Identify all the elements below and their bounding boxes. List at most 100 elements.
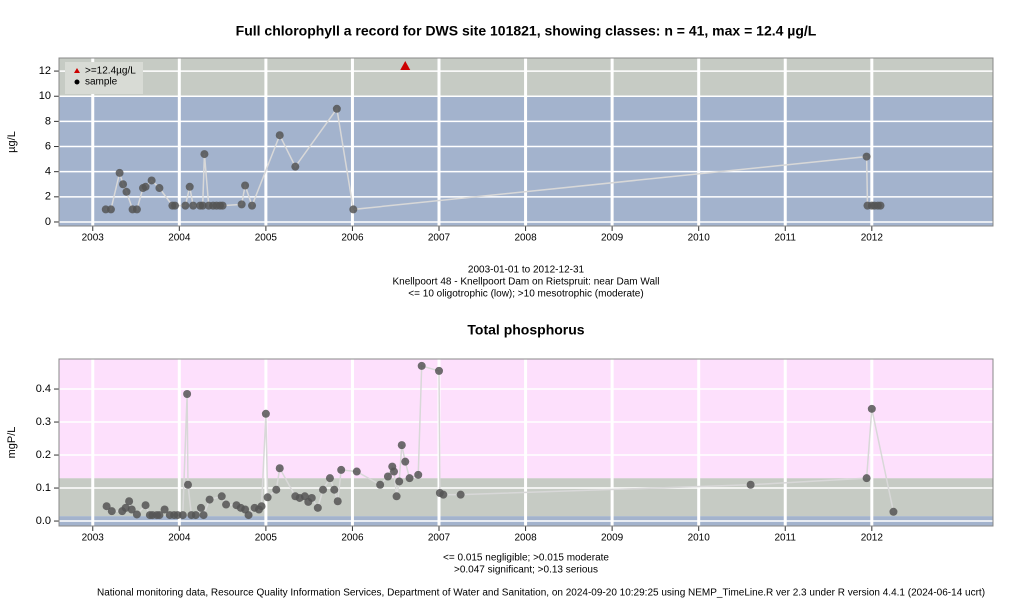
y-tick-label: 4 [45, 166, 51, 178]
point [244, 511, 253, 520]
y-tick-label: 2 [45, 191, 51, 203]
point [401, 457, 410, 466]
point [307, 493, 316, 502]
point [889, 507, 898, 516]
point [392, 492, 401, 501]
point [107, 507, 116, 516]
point [261, 409, 270, 418]
point [183, 480, 192, 489]
x-tick-label: 2010 [688, 233, 711, 244]
y-axis-label: mgP/L [6, 427, 18, 459]
chart-title: Full chlorophyll a record for DWS site 1… [236, 23, 817, 39]
note: 2003-01-01 to 2012-12-31 [468, 265, 585, 276]
point [248, 201, 257, 210]
point [160, 505, 169, 514]
x-tick-label: 2007 [428, 533, 451, 544]
point [263, 493, 272, 502]
point [119, 180, 128, 189]
y-axis-label: µg/L [6, 131, 18, 153]
point [121, 503, 130, 512]
point [862, 474, 871, 483]
point [275, 464, 284, 473]
y-tick-label: 0.3 [36, 416, 51, 428]
legend-box [65, 62, 143, 94]
point [141, 182, 150, 191]
point [132, 205, 141, 214]
point [319, 485, 328, 494]
x-tick-label: 2008 [514, 233, 537, 244]
point [155, 511, 164, 520]
point [257, 502, 266, 511]
y-tick-label: 0.1 [36, 482, 51, 494]
legend-marker [74, 79, 80, 85]
point [185, 182, 194, 191]
point [147, 176, 156, 185]
y-tick-label: 0.2 [36, 449, 51, 461]
point [217, 492, 226, 501]
point [275, 131, 284, 140]
point [414, 470, 423, 479]
y-tick-label: 10 [39, 90, 51, 102]
x-tick-label: 2009 [601, 533, 624, 544]
x-tick-label: 2003 [82, 533, 105, 544]
y-tick-label: 6 [45, 140, 51, 152]
x-tick-label: 2006 [341, 233, 364, 244]
point [383, 472, 392, 481]
x-tick-label: 2012 [861, 533, 884, 544]
note: Knellpoort 48 - Knellpoort Dam on Rietsp… [393, 277, 660, 288]
point [141, 501, 150, 510]
point [191, 511, 200, 520]
x-tick-label: 2009 [601, 233, 624, 244]
x-tick-label: 2005 [255, 233, 278, 244]
point [439, 490, 448, 499]
x-tick-label: 2003 [82, 233, 105, 244]
y-tick-label: 0.0 [36, 515, 51, 527]
point [115, 168, 124, 177]
point [330, 485, 339, 494]
point [237, 200, 246, 209]
point [205, 495, 214, 504]
legend-label: >=12.4µg/L [85, 66, 136, 77]
x-tick-label: 2005 [255, 533, 278, 544]
point [189, 201, 198, 210]
point [178, 511, 187, 520]
point [181, 201, 190, 210]
x-tick-label: 2010 [688, 533, 711, 544]
y-tick-label: 0 [45, 216, 51, 228]
point [132, 510, 141, 519]
point [395, 477, 404, 486]
point [456, 490, 465, 499]
point [746, 480, 755, 489]
point [272, 485, 281, 494]
chart-title: Total phosphorus [467, 322, 584, 338]
point [376, 480, 385, 489]
point [106, 205, 115, 214]
point [337, 465, 346, 474]
point [183, 389, 192, 398]
point [405, 474, 414, 483]
note: >0.047 significant; >0.13 serious [454, 565, 598, 576]
plot-frame [58, 57, 994, 227]
point [241, 181, 250, 190]
legend-item: >=12.4µg/L [74, 66, 136, 77]
x-tick-label: 2006 [341, 533, 364, 544]
y-tick-label: 12 [39, 65, 51, 77]
y-tick-label: 8 [45, 115, 51, 127]
point [435, 366, 444, 375]
legend-item: sample [74, 77, 118, 88]
point [170, 201, 179, 210]
footer: National monitoring data, Resource Quali… [97, 588, 985, 599]
x-tick-label: 2008 [514, 533, 537, 544]
point [218, 201, 227, 210]
note: <= 10 oligotrophic (low); >10 mesotrophi… [408, 289, 643, 300]
point [417, 361, 426, 370]
x-tick-label: 2007 [428, 233, 451, 244]
x-tick-label: 2012 [861, 233, 884, 244]
point [313, 503, 322, 512]
plot-frame [58, 358, 994, 527]
point [867, 404, 876, 413]
legend-marker [74, 68, 80, 73]
point [862, 152, 871, 161]
point [125, 497, 134, 506]
